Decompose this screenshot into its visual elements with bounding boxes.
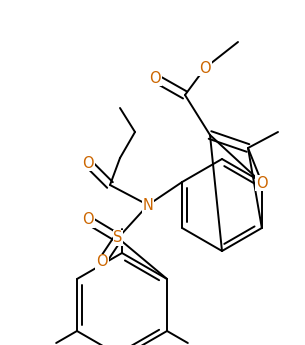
Text: S: S bbox=[113, 230, 123, 246]
Text: O: O bbox=[199, 60, 211, 76]
Text: O: O bbox=[82, 156, 94, 170]
Text: O: O bbox=[256, 176, 268, 190]
Text: O: O bbox=[82, 213, 94, 227]
Text: O: O bbox=[96, 255, 108, 269]
Text: N: N bbox=[142, 197, 153, 213]
Text: O: O bbox=[149, 70, 161, 86]
